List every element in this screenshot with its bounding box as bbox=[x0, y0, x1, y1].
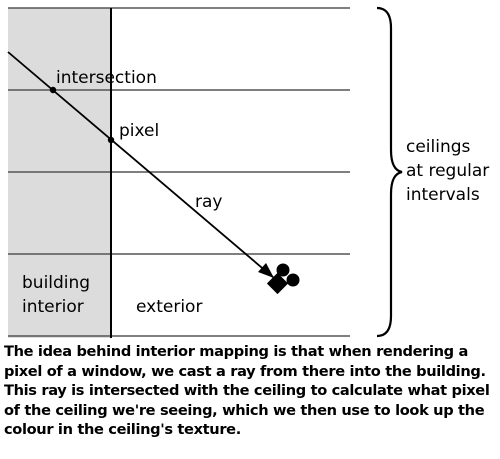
figure-caption: The idea behind interior mapping is that… bbox=[4, 343, 490, 438]
exterior-label: exterior bbox=[136, 297, 202, 317]
pixel-label: pixel bbox=[119, 121, 159, 141]
ceilings-label-line2: at regular bbox=[406, 161, 489, 181]
ray-arrowhead bbox=[258, 263, 274, 278]
building-interior-label-line2: interior bbox=[22, 297, 84, 317]
pixel-point bbox=[107, 136, 115, 144]
ceilings-label-line3: intervals bbox=[406, 185, 480, 205]
intersection-label: intersection bbox=[56, 68, 157, 88]
building-interior-label-line1: building bbox=[22, 273, 90, 293]
interior-mapping-diagram: intersection pixel ray building interior… bbox=[7, 6, 489, 338]
ceilings-label-line1: ceilings bbox=[406, 137, 471, 157]
ceilings-brace bbox=[376, 6, 403, 338]
intersection-point bbox=[49, 86, 57, 94]
building-interior-region bbox=[8, 8, 111, 338]
ray-label: ray bbox=[195, 192, 222, 212]
camera-icon bbox=[266, 263, 300, 295]
